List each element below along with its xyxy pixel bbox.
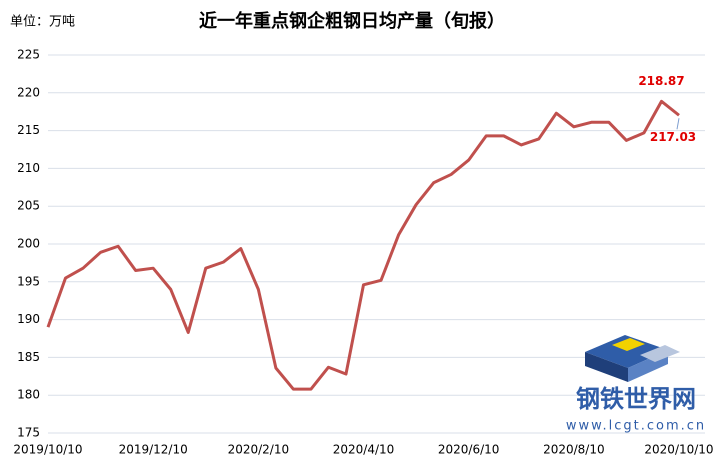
data-label: 217.03 <box>650 130 696 144</box>
x-tick-label: 2020/2/10 <box>228 443 290 457</box>
y-tick-label: 180 <box>17 388 40 402</box>
watermark-name: 钢铁世界网 <box>576 385 696 413</box>
y-tick-label: 175 <box>17 426 40 440</box>
y-tick-label: 205 <box>17 199 40 213</box>
y-tick-label: 220 <box>17 85 40 99</box>
chart-title: 近一年重点钢企粗钢日均产量（旬报） <box>199 10 505 32</box>
x-tick-label: 2020/8/10 <box>543 443 605 457</box>
y-tick-label: 210 <box>17 161 40 175</box>
x-tick-label: 2020/6/10 <box>438 443 500 457</box>
data-label: 218.87 <box>638 74 684 88</box>
x-tick-label: 2019/10/10 <box>13 443 82 457</box>
y-tick-label: 185 <box>17 350 40 364</box>
plot: 175 180 185 190 195 200 205 210 215 220 225 2019/10… <box>13 48 713 457</box>
x-tick-label: 2020/4/10 <box>333 443 395 457</box>
watermark-logo <box>585 335 680 382</box>
y-tick-label: 190 <box>17 312 40 326</box>
label-leader <box>676 118 680 130</box>
x-tick-label: 2019/12/10 <box>119 443 188 457</box>
watermark-url: www.lcgt.com.cn <box>566 419 706 434</box>
y-tick-label: 200 <box>17 237 40 251</box>
y-tick-label: 195 <box>17 274 40 288</box>
unit-label: 单位：万吨 <box>10 15 75 30</box>
line-series <box>46 99 680 391</box>
x-tick-label: 2020/10/10 <box>644 443 713 457</box>
y-tick-label: 225 <box>17 48 40 62</box>
y-tick-label: 215 <box>17 123 40 137</box>
